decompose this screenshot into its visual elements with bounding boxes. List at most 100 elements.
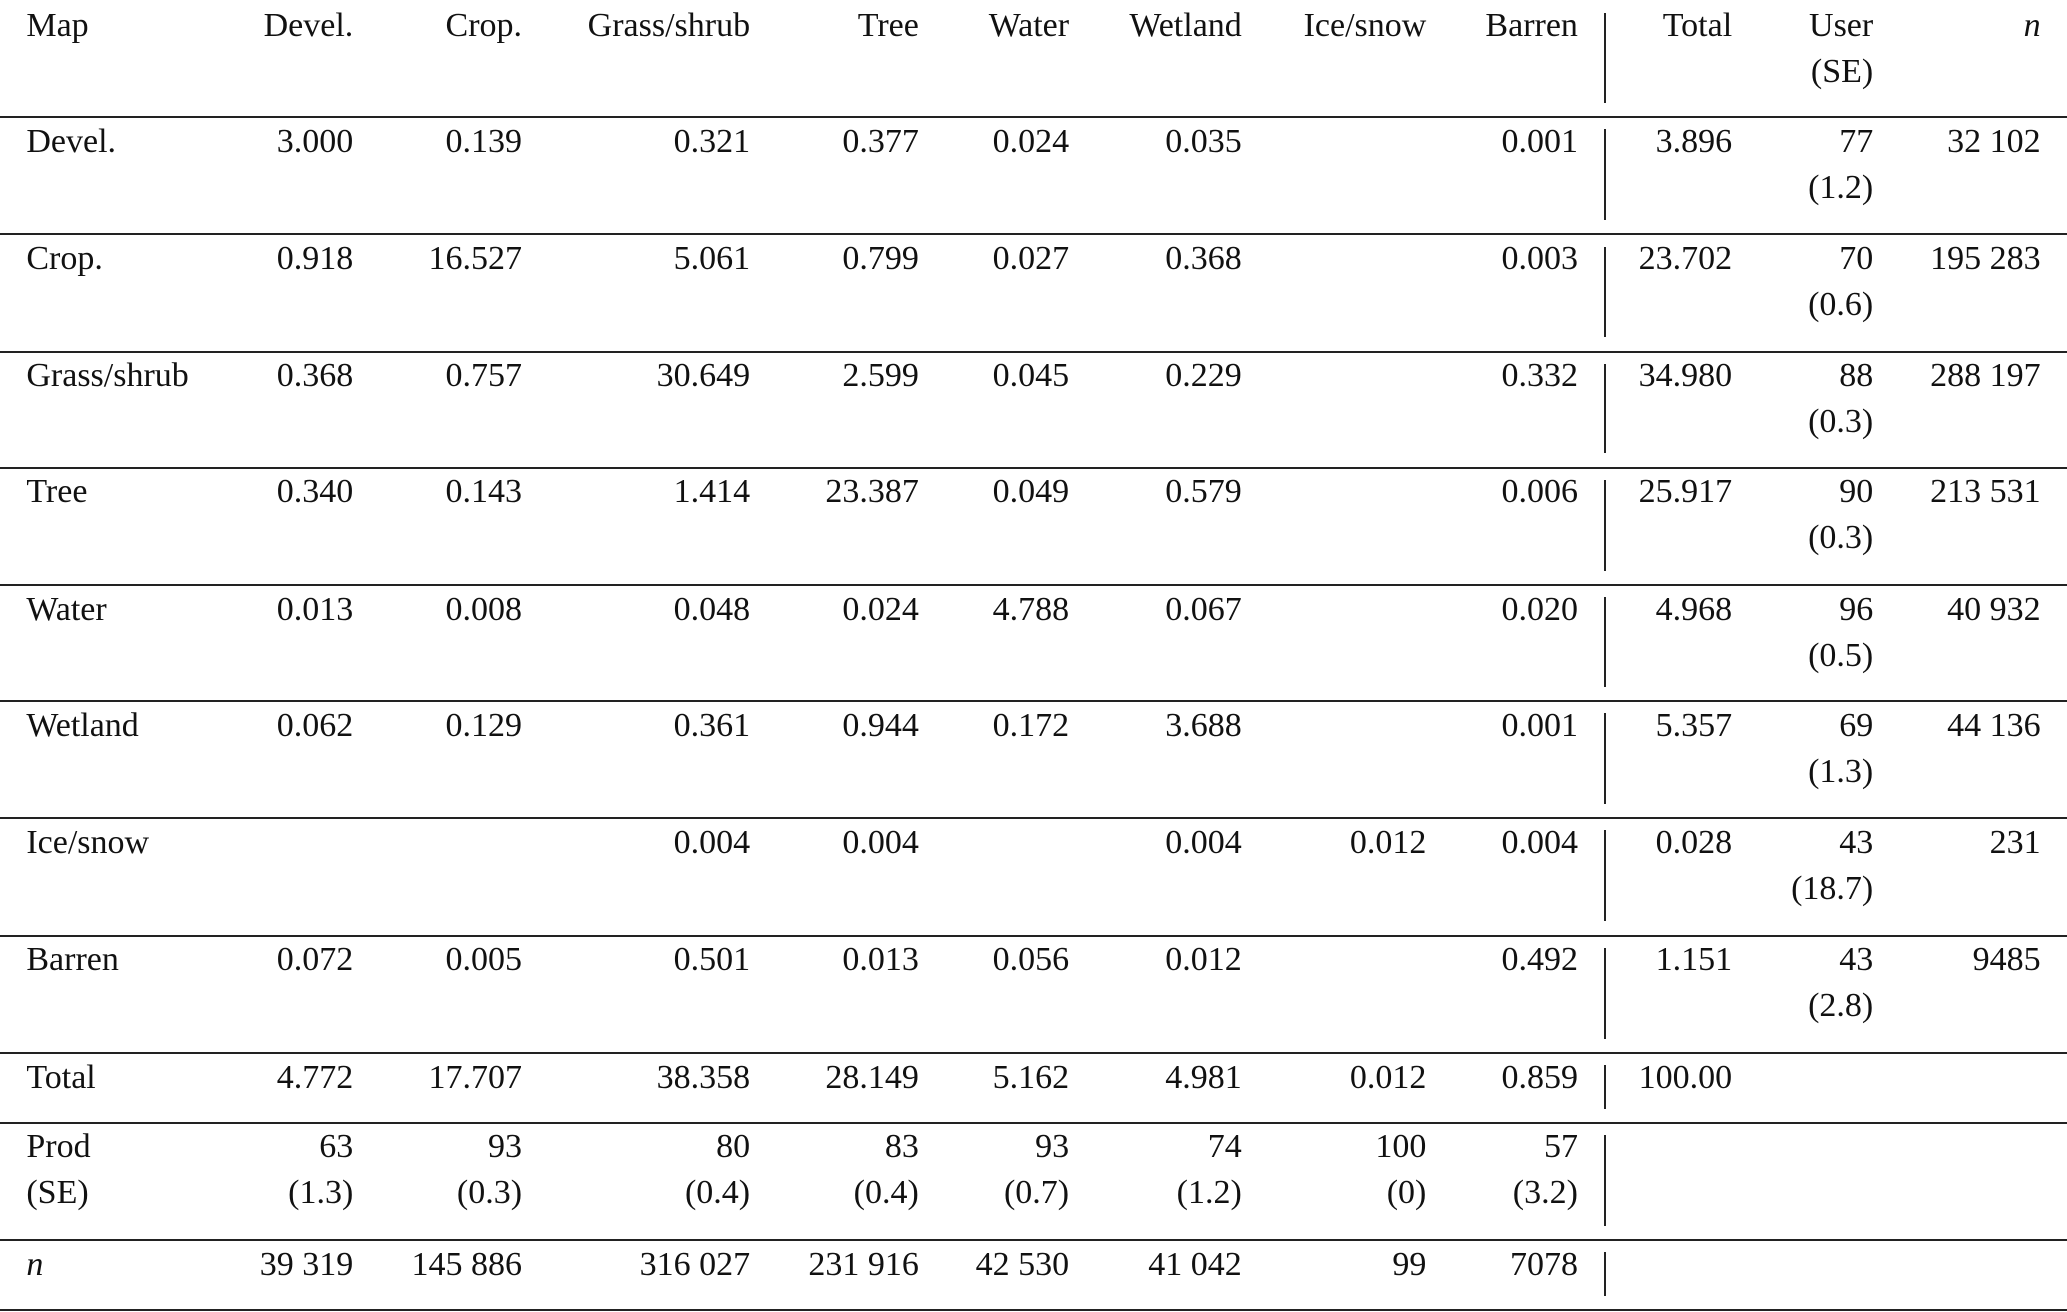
cell-text: 0.028 [1655,823,1733,861]
cell-text: 38.358 [656,1058,751,1096]
cell-text: Prod [26,1128,91,1166]
cell-text: (1.2) [1808,168,1874,206]
cell-text: 0.501 [673,941,751,979]
cell-text: 3.896 [1655,122,1733,160]
cell-text: 0.049 [992,473,1070,511]
table-cell: 3.896 [1656,119,1733,165]
cell-text: 0.944 [842,706,919,744]
cell-text: 0.012 [1165,941,1242,979]
cell-text: 34.980 [1638,357,1733,395]
cell-text: User [1809,6,1874,44]
row-rule [0,233,2067,236]
cell-text: 100 [1375,1128,1427,1166]
cell-text: Grass/shrub [587,6,751,44]
table-cell: 0.012 [1350,820,1427,866]
cell-text: 70 [1839,239,1874,277]
table-cell: 0.048 [674,587,751,633]
table-cell: 57 (3.2) [1513,1124,1578,1216]
row-label: Devel. [26,119,116,165]
table-cell: 93 (0.7) [1004,1124,1069,1216]
row-rule [0,350,2067,353]
cell-text: 0.020 [1501,590,1578,628]
table-cell: 23.702 [1639,236,1733,282]
cell-text: (1.3) [288,1174,354,1212]
cell-text: 213 531 [1930,473,2041,511]
cell-text: 69 [1839,706,1874,744]
row-rule [0,1309,2067,1311]
cell-text: 0.013 [276,590,354,628]
row-rule [0,934,2067,937]
table-cell: 77 (1.2) [1808,119,1873,211]
cell-text: 5.357 [1655,706,1733,744]
cell-text: (18.7) [1791,869,1874,907]
table-cell: Water [989,3,1069,49]
table-cell: 0.859 [1501,1055,1578,1101]
cell-text: 17.707 [428,1058,523,1096]
cell-text: 23.702 [1638,239,1733,277]
cell-text: 0.321 [673,122,751,160]
cell-text: 74 [1207,1128,1242,1166]
cell-text: 40 932 [1947,590,2041,628]
table-cell: 44 136 [1947,703,2041,749]
cell-text: 99 [1392,1245,1427,1283]
table-cell: 0.001 [1501,703,1578,749]
column-separator [1604,597,1607,687]
table-cell: 4.981 [1165,1055,1242,1101]
cell-text: 7078 [1509,1245,1578,1283]
table-cell: 0.492 [1501,937,1578,983]
cell-text: 288 197 [1930,357,2041,395]
row-label: Ice/snow [26,820,149,866]
cell-text: 41 042 [1148,1245,1242,1283]
cell-text: 4.788 [992,590,1070,628]
cell-text: Ice/snow [1303,6,1427,44]
cell-text: 0.012 [1349,823,1427,861]
column-separator [1604,479,1607,571]
table-cell: 43 (18.7) [1791,820,1873,912]
table-cell: 195 283 [1930,236,2041,282]
cell-text: Water [988,6,1070,44]
cell-text: Devel. [263,6,354,44]
table-cell: 0.321 [674,119,751,165]
table-cell: 0.005 [446,937,523,983]
table-cell: 3.000 [277,119,354,165]
cell-text: 77 [1839,122,1874,160]
table-cell: 90 (0.3) [1808,469,1873,561]
table-cell: 1.151 [1656,937,1733,983]
table-cell: 0.056 [993,937,1070,983]
table-cell: n [2024,3,2041,49]
table-cell: 0.028 [1656,820,1733,866]
cell-text: 96 [1839,590,1874,628]
row-label: Tree [26,469,87,515]
column-separator [1604,830,1607,922]
cell-text: (3.2) [1512,1174,1578,1212]
table-cell: 100 (0) [1375,1124,1426,1216]
row-label: Grass/shrub [26,353,188,399]
table-cell: 1.414 [674,469,751,515]
cell-text: (SE) [26,1174,89,1212]
table-cell: 0.024 [993,119,1070,165]
table-cell: 23.387 [825,469,919,515]
cell-text: Barren [26,941,119,979]
cell-text: 0.229 [1165,357,1242,395]
cell-text: 0.001 [1501,706,1578,744]
table-cell: 0.012 [1165,937,1242,983]
column-separator [1604,363,1607,454]
cell-text: 3.688 [1165,706,1242,744]
table-cell: 32 102 [1947,119,2041,165]
table-cell: 0.944 [842,703,919,749]
table-cell: 213 531 [1930,469,2041,515]
cell-text: Total [1662,6,1733,44]
column-separator [1604,713,1607,805]
cell-text: 44 136 [1947,706,2041,744]
table-cell: 0.172 [993,703,1070,749]
table-cell: 17.707 [429,1055,523,1101]
table-cell: 0.757 [446,353,523,399]
cell-text: 90 [1839,473,1874,511]
cell-text: (1.2) [1176,1174,1242,1212]
column-separator [1604,246,1607,338]
table-cell: 63 (1.3) [288,1124,353,1216]
table-cell: 30.649 [657,353,751,399]
table-cell: 7078 [1510,1242,1578,1288]
table-cell: 0.027 [993,236,1070,282]
row-rule [0,116,2067,118]
